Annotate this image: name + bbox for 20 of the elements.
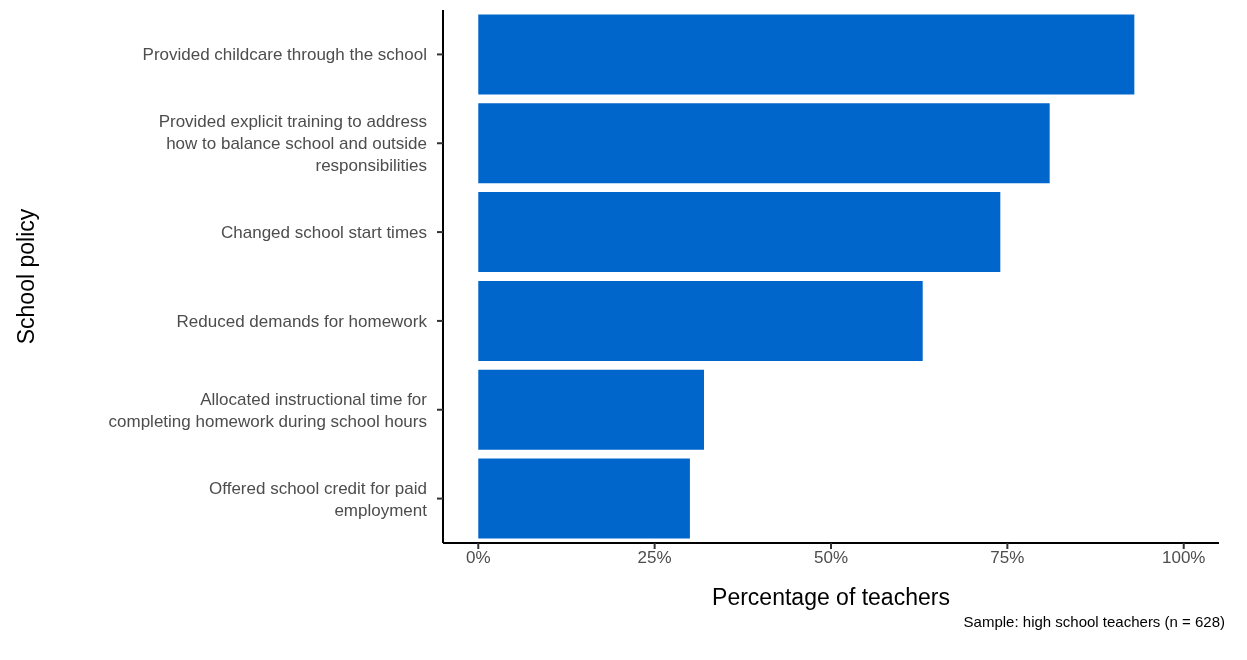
x-axis-title: Percentage of teachers <box>712 584 950 610</box>
y-axis-title: School policy <box>13 208 40 345</box>
bar <box>478 369 705 450</box>
bar <box>478 458 690 539</box>
x-tick-label: 50% <box>813 548 849 568</box>
bar <box>478 14 1135 95</box>
bar <box>478 192 1001 273</box>
y-tick-label: Offered school credit for paid employment <box>209 478 428 520</box>
bar <box>478 280 923 361</box>
y-tick-label: Provided childcare through the school <box>142 44 427 64</box>
y-tick-label: Provided explicit training to address how to balance school and outside responsibilities <box>158 111 427 175</box>
y-tick-label: Allocated instructional time for completing homework during school hours <box>108 389 428 431</box>
x-tick-label: 0% <box>465 548 491 568</box>
y-tick-label: Changed school start times <box>221 222 427 242</box>
x-tick-label: 75% <box>990 548 1025 568</box>
x-tick-label: 100% <box>1161 548 1206 568</box>
bar <box>478 103 1050 184</box>
text: Sample: high school teachers (n = 628) <box>962 613 1226 630</box>
y-tick-label: Reduced demands for homework <box>176 311 428 331</box>
x-tick-label: 25% <box>637 548 672 568</box>
